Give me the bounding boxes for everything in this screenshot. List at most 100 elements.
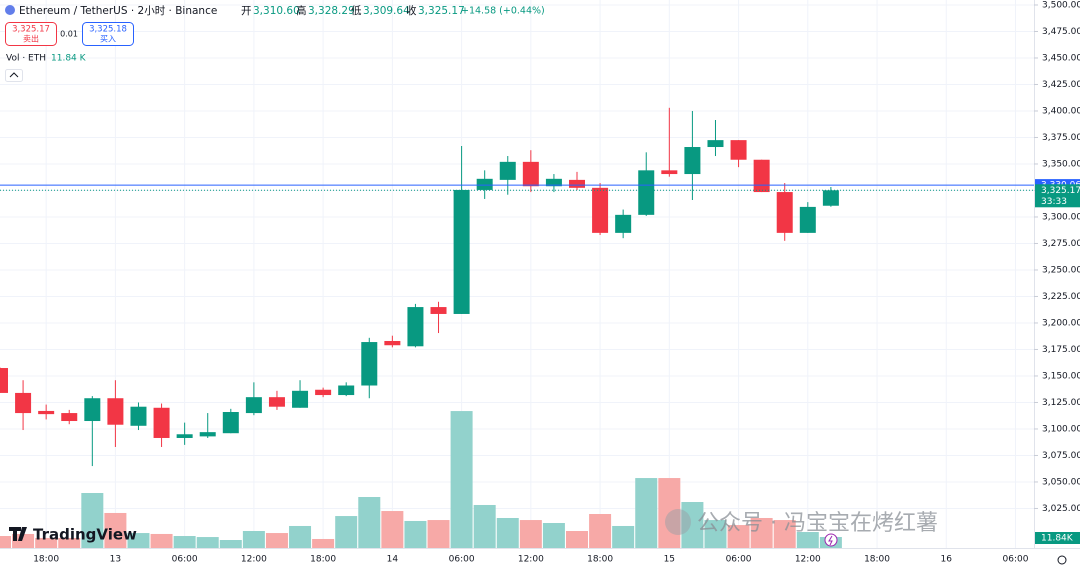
y-tick-label: 3,225.00: [1042, 292, 1080, 302]
candle-body: [245, 397, 262, 414]
volume-title: Vol · ETH: [6, 54, 46, 64]
x-tick-label: 18:00: [33, 555, 59, 565]
y-tick-label: 3,300.00: [1042, 212, 1080, 222]
candle-body: [684, 147, 701, 175]
x-tick-label: 12:00: [795, 555, 821, 565]
collapse-button[interactable]: [5, 69, 23, 82]
close-label: 收: [406, 4, 417, 17]
candle-body: [499, 161, 516, 180]
candle-body: [661, 170, 678, 175]
candle-body: [822, 190, 839, 206]
settings-icon[interactable]: [1057, 555, 1067, 565]
candle-body: [153, 407, 170, 438]
low-label: 低: [351, 4, 362, 17]
volume-bar: [150, 533, 173, 548]
symbol: Ethereum / TetherUS · 2小时 · Binance: [19, 5, 217, 17]
sell-price[interactable]: 3,325.17: [12, 25, 50, 35]
volume-bar: [358, 496, 381, 548]
candle-body: [107, 398, 124, 425]
y-tick-label: 3,050.00: [1042, 477, 1080, 487]
collapse-icon[interactable]: [9, 72, 19, 78]
volume-bar: [219, 540, 242, 548]
volume-badge: [1035, 532, 1080, 544]
candle-body: [361, 342, 378, 386]
volume-bar: [242, 530, 265, 548]
candle-body: [638, 170, 655, 215]
x-tick-label: 18:00: [310, 555, 336, 565]
volume-bar: [335, 516, 358, 548]
watermark: 公众号 · 冯宝宝在烤红薯: [697, 511, 938, 536]
volume-bar: [542, 523, 565, 548]
candle-body: [730, 140, 747, 160]
volume-bar: [704, 520, 727, 548]
y-tick-label: 3,375.00: [1042, 133, 1080, 143]
y-tick-label: 3,275.00: [1042, 239, 1080, 249]
y-tick-label: 3,075.00: [1042, 451, 1080, 461]
candle-body: [268, 397, 285, 407]
logo: TradingView: [33, 526, 137, 544]
x-tick-label: 18:00: [864, 555, 890, 565]
candle-body: [545, 178, 562, 187]
sell-label[interactable]: 卖出: [23, 34, 39, 44]
candle-body: [338, 385, 355, 396]
volume-bar: [427, 520, 450, 548]
spread: 0.01: [60, 30, 78, 39]
y-tick-label: 3,100.00: [1042, 424, 1080, 434]
high-value: 3,328.29: [308, 5, 355, 17]
y-tick-label: 3,200.00: [1042, 318, 1080, 328]
candle-body: [38, 410, 55, 415]
volume-badge-label: 11.84K: [1041, 534, 1074, 544]
volume-bar: [173, 536, 196, 548]
event-icon[interactable]: [824, 533, 838, 547]
buy-button[interactable]: [82, 22, 134, 46]
candle-body: [799, 206, 816, 233]
last-price-badge: [1035, 184, 1080, 208]
volume-bar: [312, 538, 335, 548]
x-tick-label: 06:00: [726, 555, 752, 565]
volume-bar: [450, 411, 473, 548]
volume-bar: [127, 533, 150, 548]
change: +14.58 (+0.44%): [461, 6, 545, 17]
logo-icon: [9, 527, 27, 541]
volume-bar: [81, 493, 104, 548]
candle-body: [592, 187, 609, 233]
candle-body: [222, 412, 239, 434]
candle-body: [61, 413, 78, 422]
candle-body: [776, 192, 793, 233]
candle-body: [569, 179, 585, 188]
volume-bar: [404, 520, 427, 548]
y-tick-label: 3,450.00: [1042, 53, 1080, 63]
x-tick-label: 06:00: [449, 555, 475, 565]
x-tick-label: 18:00: [587, 555, 613, 565]
sell-button[interactable]: [5, 22, 57, 46]
candle-body: [707, 140, 724, 148]
volume-value: 11.84 K: [51, 54, 87, 64]
y-tick-label: 3,400.00: [1042, 106, 1080, 116]
y-tick-label: 3,175.00: [1042, 345, 1080, 355]
high-label: 高: [296, 4, 307, 17]
event-bolt[interactable]: [828, 535, 833, 546]
open-value: 3,310.60: [253, 5, 300, 17]
y-tick-label: 3,500.00: [1042, 0, 1080, 10]
volume-bar: [473, 504, 496, 548]
last-price-label: 3,325.17: [1041, 186, 1080, 196]
volume-bar: [612, 525, 635, 548]
candle-body: [753, 159, 770, 193]
volume-bar: [496, 517, 519, 548]
countdown: 33:33: [1041, 197, 1067, 207]
candle-body: [315, 389, 332, 396]
x-tick-label: 12:00: [518, 555, 544, 565]
candle-body: [476, 178, 493, 190]
candle-body: [407, 307, 424, 347]
candle-body: [384, 340, 401, 346]
candle-body: [15, 392, 32, 414]
y-tick-label: 3,250.00: [1042, 265, 1080, 275]
volume-bar: [58, 537, 81, 548]
buy-label[interactable]: 买入: [100, 35, 116, 44]
x-tick-label: 14: [387, 555, 399, 565]
candle-body: [522, 161, 539, 187]
x-tick-label: 16: [941, 555, 953, 565]
buy-price[interactable]: 3,325.18: [89, 25, 127, 35]
volume-bar: [566, 530, 588, 548]
x-tick-label: 13: [110, 555, 121, 565]
